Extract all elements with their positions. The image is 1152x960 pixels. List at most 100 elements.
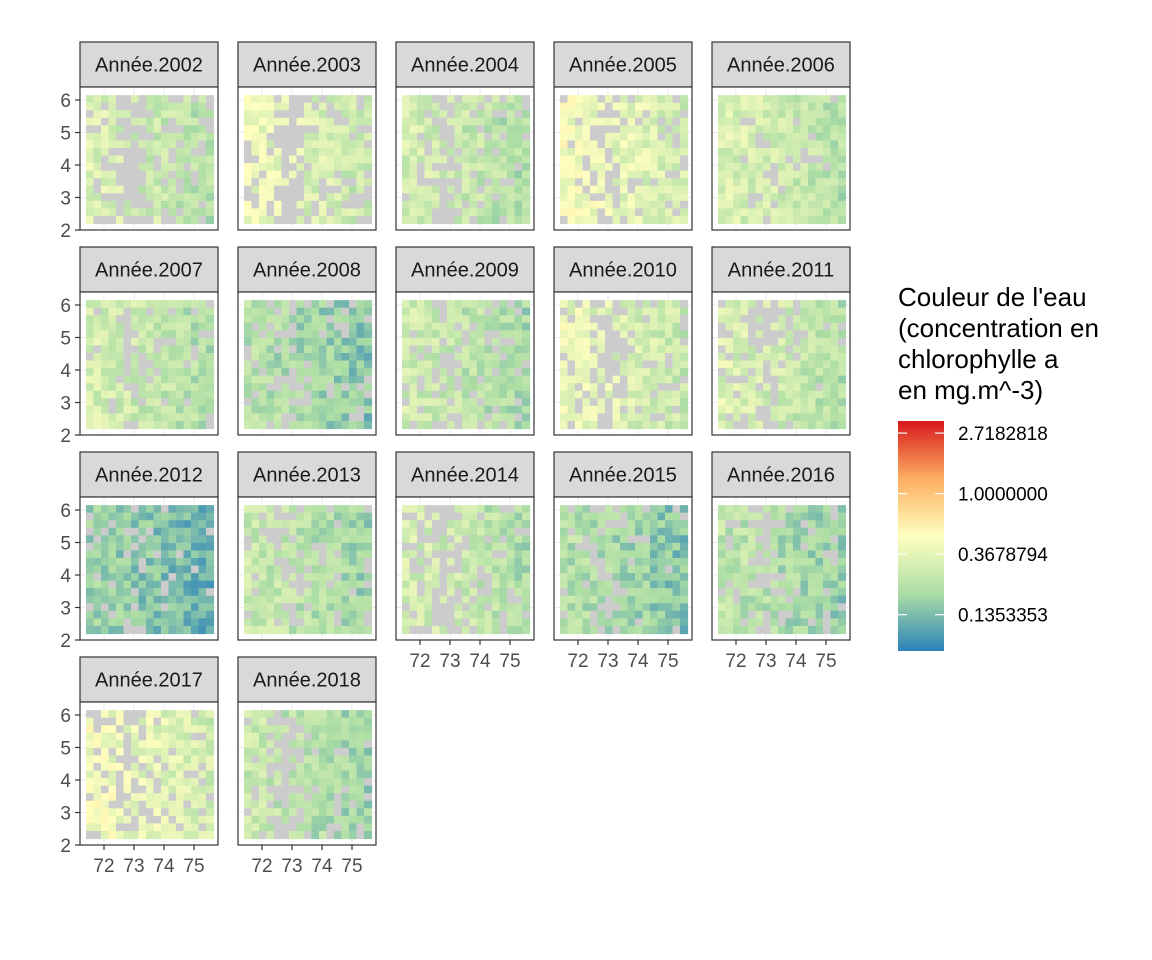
heat-cell xyxy=(590,352,599,362)
heat-cell-na xyxy=(116,147,125,157)
heat-cell xyxy=(477,132,486,142)
heat-cell xyxy=(341,420,350,430)
heat-cell xyxy=(748,405,757,414)
heat-cell xyxy=(349,170,358,179)
heat-cell xyxy=(198,800,207,809)
heat-cell xyxy=(597,200,606,209)
heat-cell xyxy=(484,375,493,384)
heat-cell xyxy=(402,535,411,544)
heat-cell-na xyxy=(477,398,486,407)
heat-cell xyxy=(462,368,471,377)
heat-cell xyxy=(326,330,335,339)
heat-cell xyxy=(281,102,290,111)
heat-cell-na xyxy=(800,155,809,164)
heat-cell xyxy=(281,360,290,369)
heat-cell xyxy=(815,200,824,209)
heat-cell xyxy=(183,747,192,757)
heat-cell xyxy=(138,595,147,604)
heat-cell xyxy=(356,390,365,399)
heat-cell xyxy=(93,565,102,574)
heat-cell xyxy=(153,208,162,217)
heat-cell xyxy=(311,163,320,172)
heat-cell xyxy=(417,95,426,104)
heat-cell xyxy=(447,557,456,567)
heat-cell xyxy=(454,155,463,164)
heat-cell xyxy=(138,778,147,787)
heat-cell-na xyxy=(680,200,689,209)
heat-cell xyxy=(183,762,192,772)
heat-cell-na xyxy=(439,315,448,324)
heat-cell xyxy=(409,193,418,202)
heat-cell xyxy=(823,330,832,339)
heat-cell xyxy=(432,102,441,111)
heat-cell xyxy=(560,520,569,529)
heat-cell xyxy=(522,580,531,589)
heat-cell xyxy=(830,352,839,362)
heat-cell xyxy=(402,505,411,514)
heat-cell xyxy=(665,102,674,111)
heat-cell xyxy=(680,542,689,552)
heat-cell xyxy=(86,215,95,225)
heat-cell xyxy=(108,140,117,149)
heat-cell xyxy=(131,800,140,809)
heat-cell xyxy=(108,762,117,772)
heat-cell xyxy=(402,140,411,149)
heat-cell xyxy=(93,808,102,817)
heat-cell xyxy=(153,110,162,119)
heat-cell xyxy=(680,208,689,217)
heat-cell xyxy=(657,330,666,339)
heat-cell xyxy=(447,520,456,529)
heat-cell-na xyxy=(830,512,839,521)
heat-cell xyxy=(612,420,621,430)
heat-cell xyxy=(469,413,478,422)
heat-cell xyxy=(650,110,659,119)
heat-cell xyxy=(469,315,478,324)
heat-cell xyxy=(138,330,147,339)
heat-cell xyxy=(183,542,192,552)
heat-cell xyxy=(334,337,343,347)
heat-cell-na xyxy=(424,625,433,635)
heat-cell-na xyxy=(597,315,606,324)
heat-cell-na xyxy=(620,405,629,414)
heat-cell xyxy=(582,147,591,157)
heat-cell xyxy=(251,557,260,567)
panel-border xyxy=(553,86,693,231)
heat-cell-na xyxy=(123,762,132,772)
heat-cell-na xyxy=(447,618,456,627)
heat-cell xyxy=(718,102,727,111)
heat-cell-na xyxy=(304,390,313,399)
heat-cell-na xyxy=(575,383,584,392)
heat-cell xyxy=(131,535,140,544)
heat-cell xyxy=(793,505,802,514)
heat-cell xyxy=(642,390,651,399)
heat-cell-na xyxy=(830,535,839,544)
heat-cell xyxy=(582,352,591,362)
heat-cell xyxy=(642,398,651,407)
heat-cell xyxy=(635,110,644,119)
heat-cell xyxy=(191,557,200,567)
heat-cell-na xyxy=(650,178,659,187)
heat-cell xyxy=(770,140,779,149)
heat-cell xyxy=(198,793,207,802)
heat-cell-na xyxy=(672,95,681,104)
heat-cell xyxy=(447,588,456,597)
heat-cell xyxy=(319,383,328,392)
heat-cell-na xyxy=(605,322,614,331)
heat-cell xyxy=(417,413,426,422)
heat-cell xyxy=(296,352,305,362)
heat-cell xyxy=(642,345,651,354)
heat-cell xyxy=(402,170,411,179)
heat-cell xyxy=(153,185,162,194)
heat-cell-na xyxy=(123,337,132,347)
facet-panel: Année.2006 xyxy=(711,41,851,231)
heat-cell xyxy=(296,710,305,719)
heat-cell-na xyxy=(116,132,125,142)
heat-cell xyxy=(289,405,298,414)
heat-cell xyxy=(770,527,779,536)
heat-cell xyxy=(183,200,192,209)
heat-cell xyxy=(800,413,809,422)
heat-cell xyxy=(447,337,456,347)
heat-cell xyxy=(289,542,298,552)
heat-cell xyxy=(191,383,200,392)
heat-cell xyxy=(183,717,192,726)
